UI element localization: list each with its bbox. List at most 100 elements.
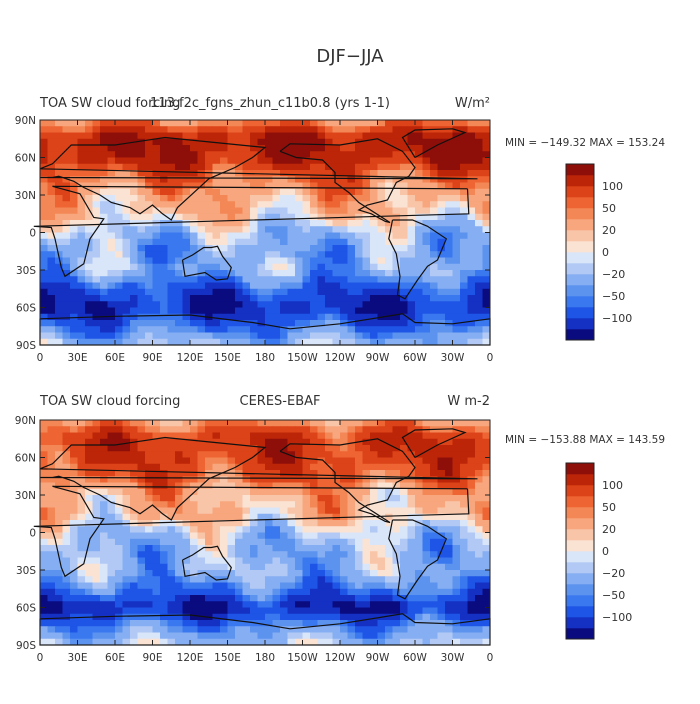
heatmap-cell — [197, 126, 206, 133]
heatmap-cell — [47, 570, 56, 577]
heatmap-cell — [77, 626, 86, 633]
heatmap-cell — [370, 326, 378, 333]
heatmap-cell — [467, 513, 476, 521]
heatmap-cell — [317, 295, 326, 302]
heatmap-cell — [362, 576, 371, 583]
heatmap-cell — [212, 238, 221, 246]
heatmap-cell — [392, 276, 401, 283]
heatmap-cell — [272, 170, 281, 177]
heatmap-cell — [280, 538, 288, 546]
heatmap-cell — [362, 120, 371, 127]
colorbar-swatch — [566, 463, 594, 475]
heatmap-cell — [265, 557, 273, 565]
heatmap-cell — [62, 245, 71, 252]
heatmap-cell — [287, 232, 296, 240]
heatmap-cell — [295, 488, 303, 496]
heatmap-cell — [250, 332, 258, 340]
heatmap-cell — [175, 513, 183, 521]
heatmap-cell — [227, 276, 236, 283]
heatmap-cell — [47, 476, 56, 483]
heatmap-cell — [265, 545, 273, 552]
heatmap-cell — [482, 420, 491, 427]
heatmap-cell — [55, 532, 63, 540]
heatmap-cell — [317, 507, 326, 515]
heatmap-cell — [160, 476, 168, 483]
heatmap-cell — [332, 270, 341, 277]
heatmap-cell — [100, 251, 108, 258]
heatmap-cell — [242, 320, 251, 327]
heatmap-cell — [302, 538, 311, 546]
heatmap-cell — [197, 420, 206, 427]
heatmap-cell — [167, 601, 176, 608]
heatmap-cell — [62, 601, 71, 608]
heatmap-cell — [212, 582, 221, 590]
heatmap-cell — [235, 432, 243, 440]
heatmap-cell — [317, 613, 326, 621]
colorbar-swatch — [566, 219, 594, 231]
heatmap-cell — [392, 163, 401, 171]
heatmap-cell — [452, 213, 461, 221]
heatmap-cell — [325, 451, 333, 458]
heatmap-cell — [482, 251, 491, 258]
heatmap-cell — [370, 451, 378, 458]
heatmap-cell — [295, 557, 303, 565]
heatmap-cell — [55, 507, 63, 515]
heatmap-cell — [445, 257, 453, 265]
heatmap-cell — [325, 582, 333, 590]
heatmap-cell — [460, 576, 468, 583]
heatmap-cell — [107, 145, 116, 152]
heatmap-cell — [107, 595, 116, 602]
heatmap-cell — [182, 482, 191, 490]
heatmap-cell — [475, 232, 483, 240]
heatmap-cell — [482, 488, 491, 496]
heatmap-cell — [265, 182, 273, 190]
heatmap-cell — [92, 638, 101, 646]
heatmap-cell — [422, 332, 431, 340]
heatmap-cell — [145, 151, 153, 158]
heatmap-cell — [362, 251, 371, 258]
heatmap-cell — [242, 476, 251, 483]
heatmap-cell — [430, 120, 438, 127]
heatmap-cell — [272, 420, 281, 427]
heatmap-cell — [107, 532, 116, 540]
heatmap-cell — [227, 638, 236, 646]
heatmap-cell — [115, 626, 123, 633]
heatmap-cell — [167, 445, 176, 452]
heatmap-cell — [340, 420, 348, 427]
heatmap-cell — [107, 320, 116, 327]
heatmap-cell — [235, 438, 243, 446]
colorbar-label: 50 — [602, 202, 616, 215]
heatmap-cell — [302, 126, 311, 133]
heatmap-cell — [212, 488, 221, 496]
heatmap-cell — [167, 526, 176, 533]
heatmap-cell — [362, 313, 371, 321]
heatmap-cell — [415, 151, 423, 158]
heatmap-cell — [190, 520, 198, 527]
heatmap-cell — [160, 426, 168, 433]
heatmap-cell — [482, 570, 491, 577]
heatmap-cell — [460, 495, 468, 502]
heatmap-cell — [257, 182, 266, 190]
heatmap-cell — [137, 157, 146, 165]
heatmap-cell — [332, 195, 341, 202]
heatmap-cell — [77, 445, 86, 452]
heatmap-cell — [212, 607, 221, 615]
heatmap-cell — [175, 145, 183, 152]
heatmap-cell — [452, 563, 461, 571]
heatmap-cell — [385, 307, 393, 315]
heatmap-cell — [415, 163, 423, 171]
heatmap-cell — [445, 220, 453, 227]
heatmap-cell — [392, 545, 401, 552]
heatmap-cell — [452, 488, 461, 496]
heatmap-cell — [250, 513, 258, 521]
heatmap-cell — [145, 582, 153, 590]
heatmap-cell — [340, 538, 348, 546]
heatmap-cell — [347, 638, 356, 646]
panel-units: W/m² — [455, 96, 490, 111]
heatmap-cell — [475, 288, 483, 296]
heatmap-cell — [152, 470, 161, 477]
heatmap-cell — [310, 132, 318, 140]
heatmap-cell — [407, 545, 416, 552]
heatmap-cell — [392, 332, 401, 340]
heatmap-cell — [115, 332, 123, 340]
